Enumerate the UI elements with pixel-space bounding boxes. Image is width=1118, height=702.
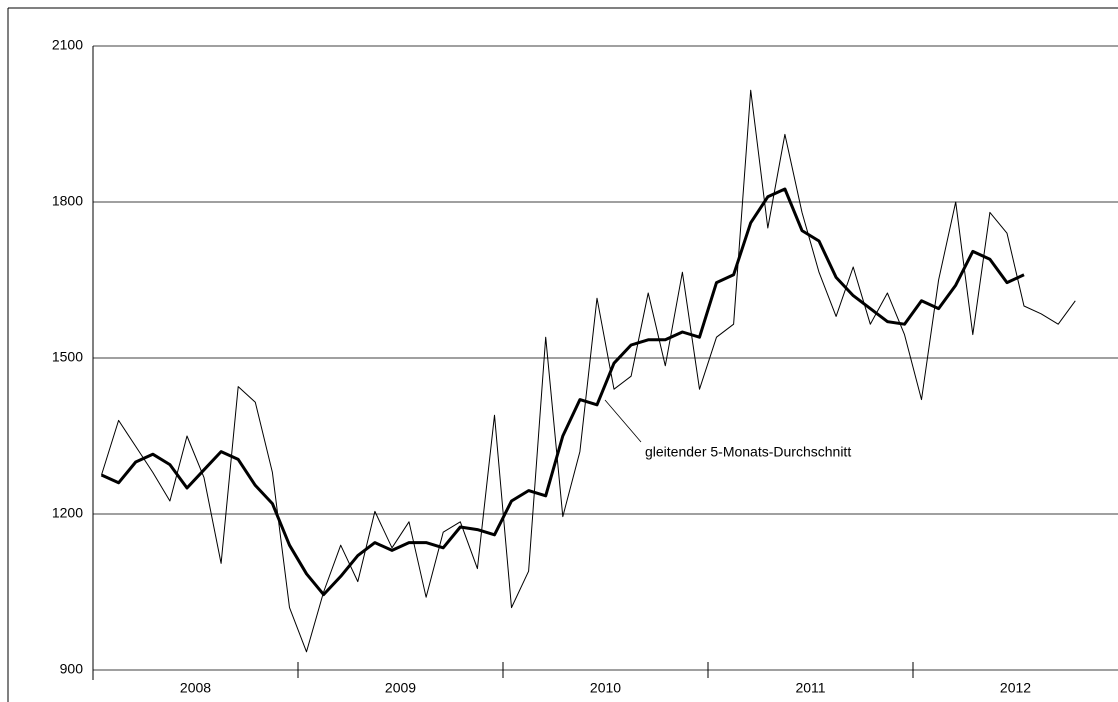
y-tick-label: 1800 <box>52 193 83 209</box>
series-line <box>101 89 1076 653</box>
x-group-label: 2009 <box>385 680 416 696</box>
y-tick-label: 2100 <box>52 37 83 53</box>
x-group-label: 2008 <box>180 680 211 696</box>
y-tick-label: 1200 <box>52 505 83 521</box>
annotation-leader <box>604 399 642 443</box>
y-tick-label: 900 <box>60 661 84 677</box>
y-tick-label: 1500 <box>52 349 83 365</box>
annotation: gleitender 5-Monats-Durchschnitt <box>645 444 851 460</box>
x-group-label: 2011 <box>795 680 825 696</box>
series-line <box>100 187 1025 597</box>
x-group-label: 2012 <box>1000 680 1031 696</box>
x-group-label: 2010 <box>590 680 621 696</box>
